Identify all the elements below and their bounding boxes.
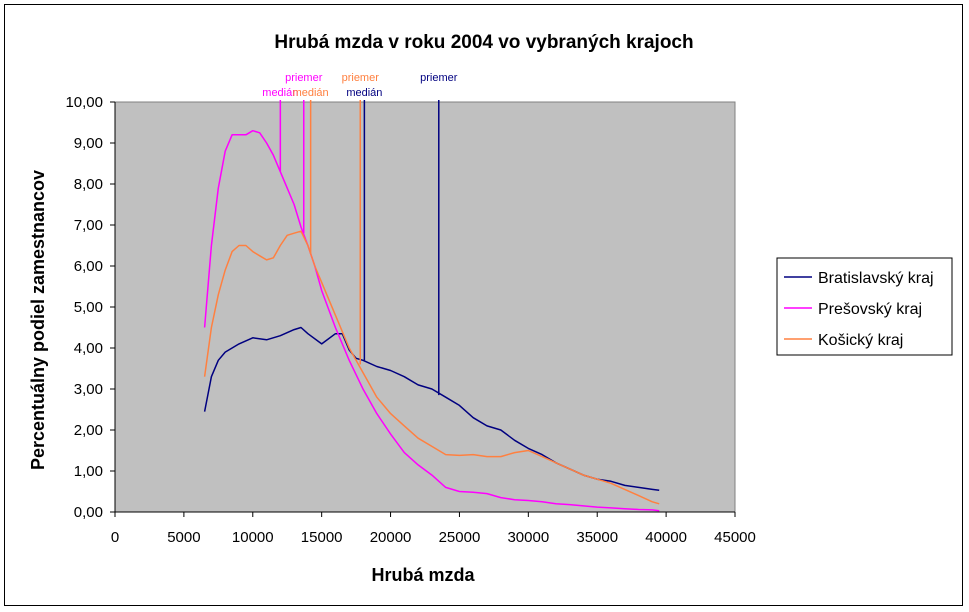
x-axis-title: Hrubá mzda <box>371 565 475 585</box>
marker-label: priemer <box>342 72 380 84</box>
y-tick-label: 10,00 <box>65 94 103 111</box>
y-tick-label: 4,00 <box>74 340 103 357</box>
series-line-2 <box>203 129 660 512</box>
legend-label: Košický kraj <box>818 332 903 349</box>
y-tick-label: 1,00 <box>74 463 103 480</box>
x-tick-label: 5000 <box>167 529 200 546</box>
y-tick-label: 7,00 <box>74 217 103 234</box>
marker-label: priemer <box>285 72 323 84</box>
marker-lines: medián priemer medián priemer medián priemer <box>262 72 458 396</box>
chart-title: Hrubá mzda v roku 2004 vo vybraných kraj… <box>274 32 693 53</box>
x-tick-label: 35000 <box>576 529 618 546</box>
y-axis: 0,00 1,00 2,00 3,00 4,00 5,00 6,00 7,00 8,00 9,00… <box>65 94 116 521</box>
x-axis: 0 5000 10000 15000 20000 25000 30000 35000 40000… <box>111 511 756 546</box>
y-tick-label: 9,00 <box>74 135 103 152</box>
x-tick-label: 40000 <box>645 529 687 546</box>
plot-area <box>114 101 736 513</box>
y-axis-title: Percentuálny podiel zamestnancov <box>28 170 48 470</box>
legend: Bratislavský kraj Prešovský kraj Košický k… <box>776 257 953 356</box>
x-tick-label: 45000 <box>714 529 756 546</box>
x-tick-label: 30000 <box>507 529 549 546</box>
marker-label: medián <box>346 87 382 99</box>
marker-label: medián <box>262 87 298 99</box>
x-tick-label: 0 <box>111 529 119 546</box>
legend-label: Bratislavský kraj <box>818 270 934 287</box>
y-tick-label: 5,00 <box>74 299 103 316</box>
series-line-3 <box>203 230 660 505</box>
x-tick-label: 10000 <box>232 529 274 546</box>
y-tick-label: 6,00 <box>74 258 103 275</box>
marker-label: priemer <box>420 72 458 84</box>
y-tick-label: 2,00 <box>74 422 103 439</box>
x-tick-label: 25000 <box>439 529 481 546</box>
x-tick-label: 20000 <box>370 529 412 546</box>
marker-label: medián <box>293 87 329 99</box>
y-tick-label: 8,00 <box>74 176 103 193</box>
legend-label: Prešovský kraj <box>818 301 922 318</box>
y-tick-label: 0,00 <box>74 504 103 521</box>
series-lines <box>203 129 660 512</box>
y-tick-label: 3,00 <box>74 381 103 398</box>
x-tick-label: 15000 <box>301 529 343 546</box>
